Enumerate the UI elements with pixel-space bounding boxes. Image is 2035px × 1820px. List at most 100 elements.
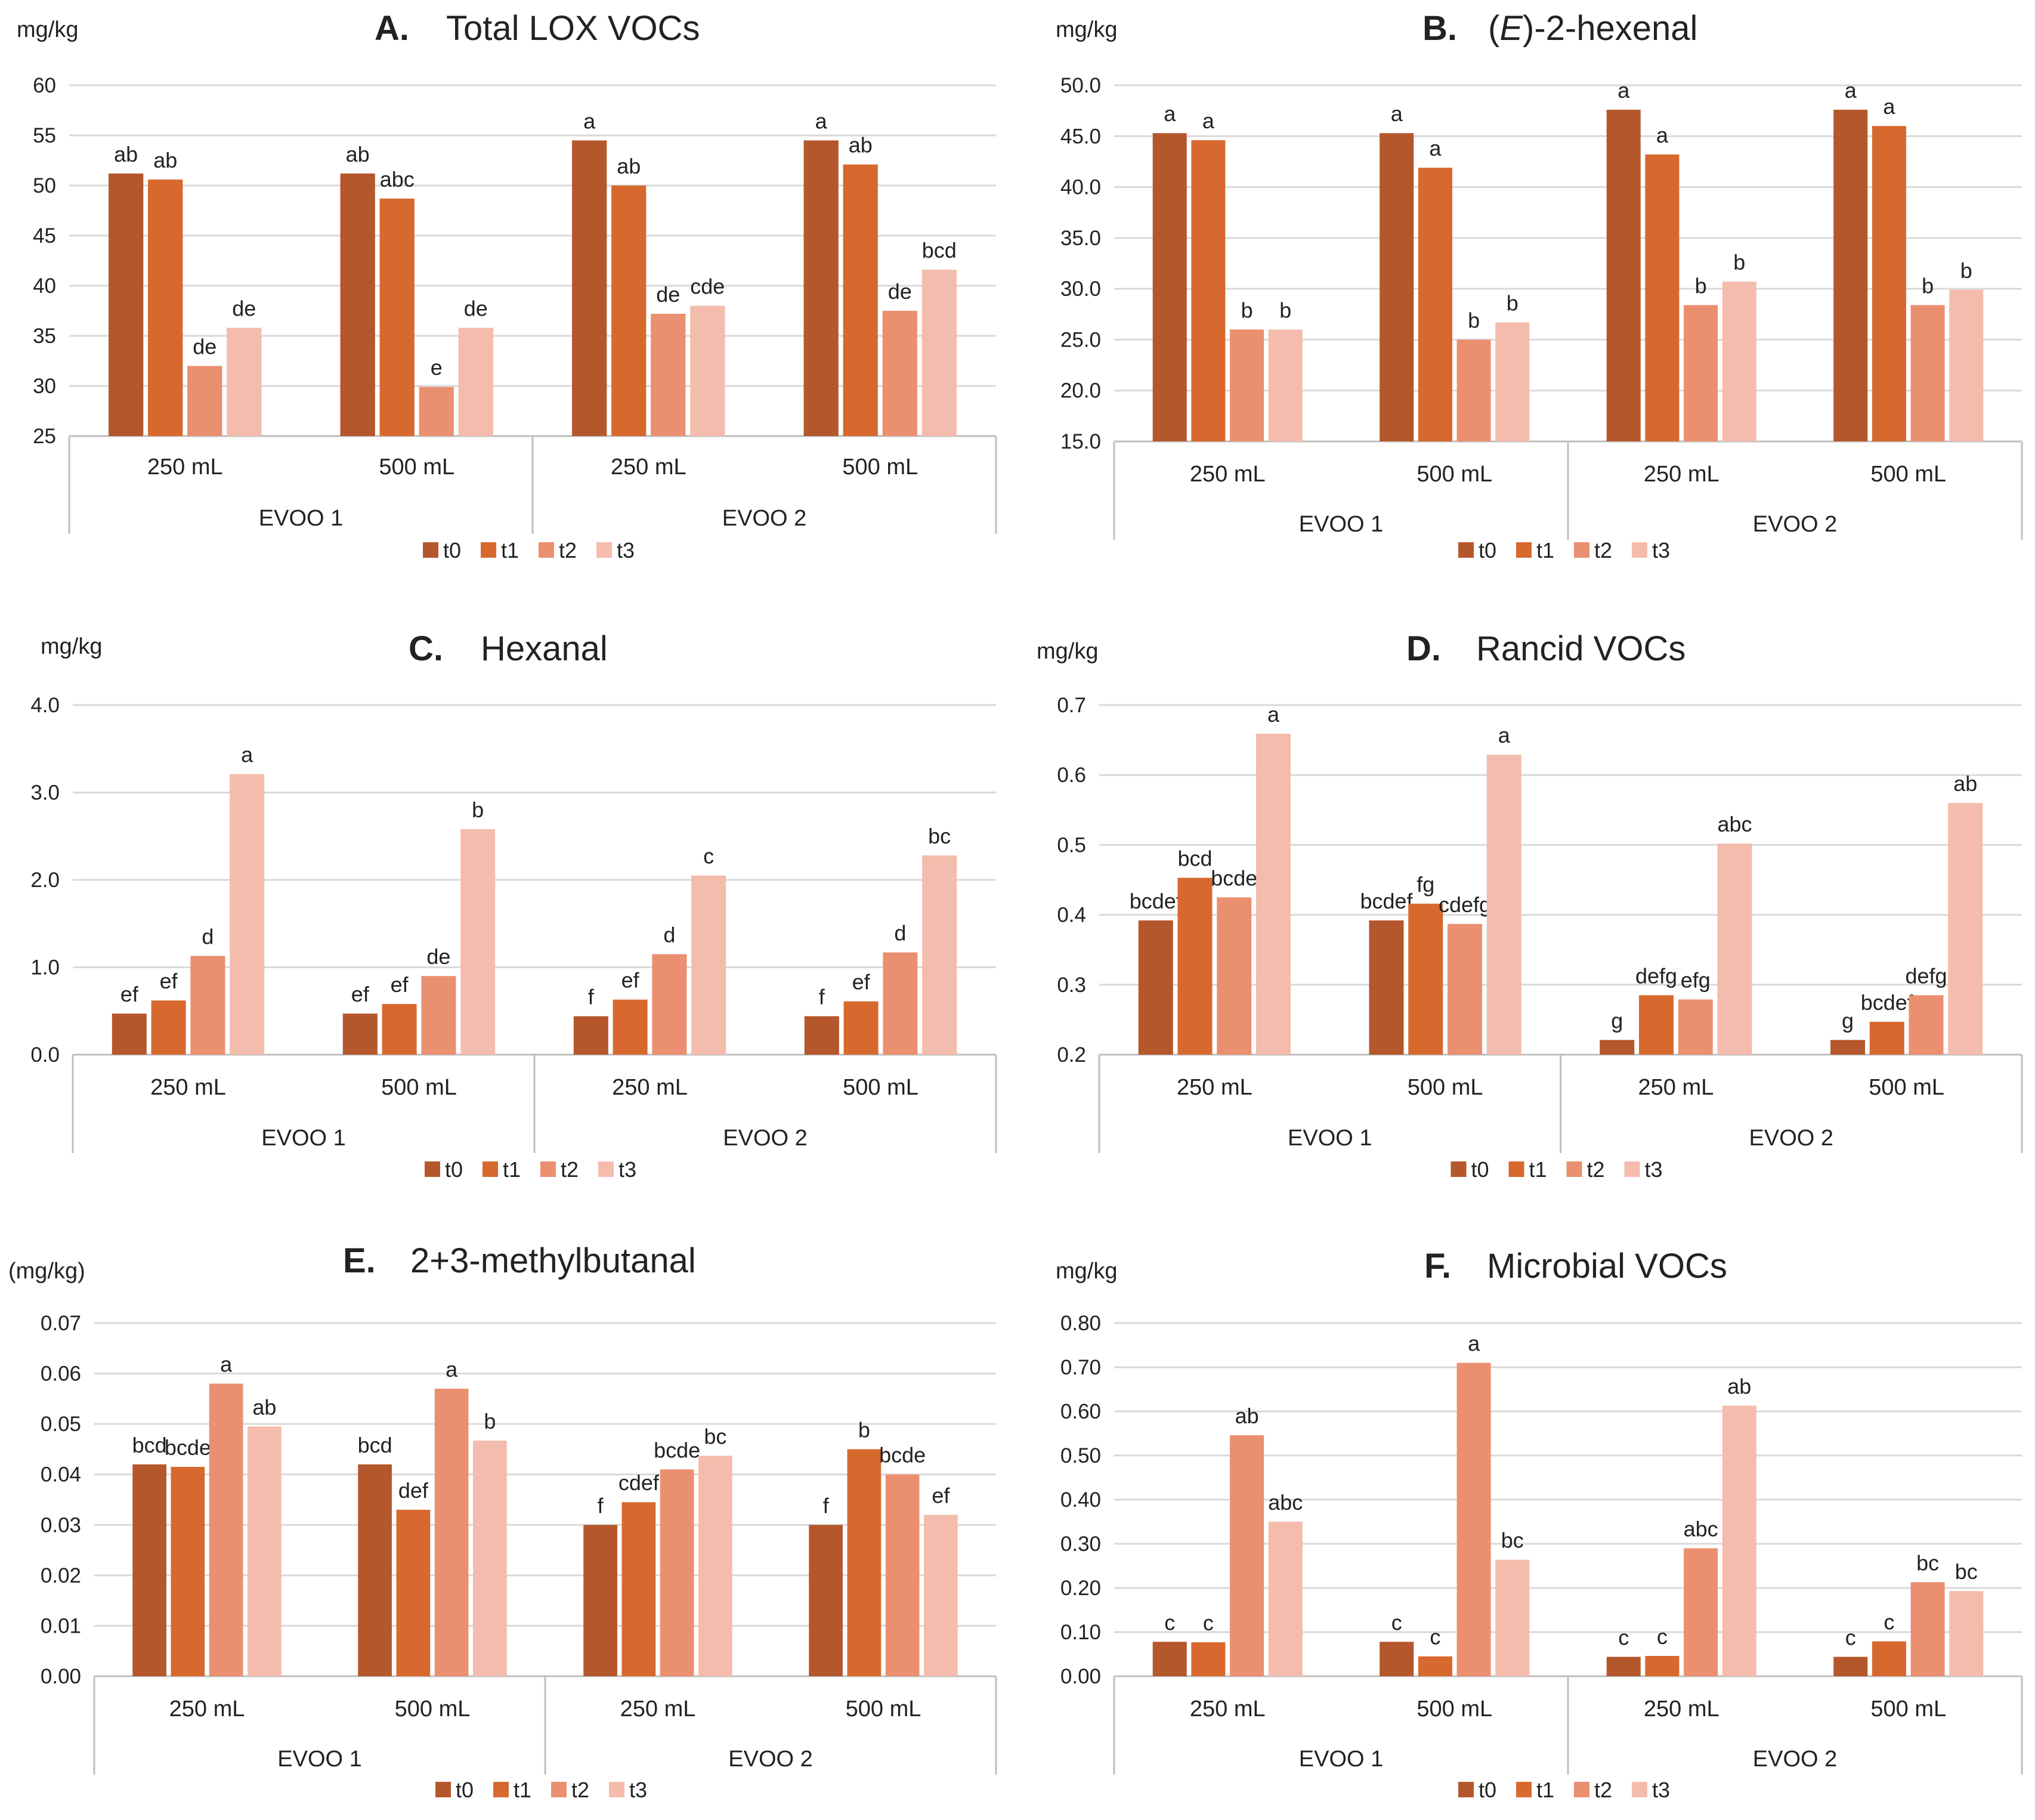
group-label: EVOO 2 — [1749, 1126, 1834, 1151]
significance-label: c — [1618, 1625, 1629, 1649]
panel-letter: F. — [1424, 1247, 1451, 1286]
legend-label-t1: t1 — [1536, 538, 1554, 563]
significance-label: abc — [1684, 1516, 1718, 1541]
significance-label: de — [888, 279, 912, 304]
bar-t3 — [1495, 1559, 1530, 1676]
bar-t2 — [651, 314, 686, 436]
bar-t2 — [1447, 923, 1483, 1055]
y-tick-label: 45.0 — [1060, 125, 1101, 148]
significance-label: b — [1960, 258, 1972, 283]
title-part: E — [1499, 9, 1523, 48]
bar-t2 — [883, 952, 918, 1055]
legend-label-t0: t0 — [1479, 538, 1496, 563]
legend-swatch-t0 — [1458, 1782, 1474, 1797]
significance-label: a — [1618, 78, 1630, 103]
bar-t2 — [882, 311, 917, 436]
legend-label-t1: t1 — [501, 538, 519, 563]
significance-label: bc — [704, 1424, 726, 1448]
chart-title: Microbial VOCs — [1487, 1247, 1727, 1286]
y-tick-label: 0.07 — [41, 1312, 81, 1335]
y-tick-label: 0.0 — [30, 1043, 60, 1067]
significance-label: bc — [928, 824, 951, 848]
significance-label: bcde — [654, 1438, 700, 1462]
bar-t1 — [382, 1004, 417, 1055]
y-tick-label: 0.04 — [41, 1463, 81, 1487]
y-tick-label: 0.5 — [1057, 833, 1086, 857]
bar-t0 — [1600, 1040, 1635, 1055]
y-tick-label: 2.0 — [30, 869, 60, 892]
y-axis-unit: mg/kg — [1056, 1259, 1117, 1284]
bar-t2 — [1230, 329, 1264, 441]
y-tick-label: 0.4 — [1057, 904, 1086, 927]
legend-label-t3: t3 — [1652, 1778, 1670, 1802]
bar-t3 — [248, 1426, 282, 1676]
y-tick-label: 20.0 — [1060, 379, 1101, 403]
significance-label: abc — [1717, 812, 1752, 836]
bar-t3 — [1717, 843, 1752, 1055]
significance-label: a — [583, 109, 596, 133]
y-tick-label: 60 — [33, 74, 56, 97]
category-label: 500 mL — [842, 455, 918, 480]
bar-t2 — [419, 387, 454, 436]
bar-t0 — [1369, 920, 1404, 1055]
significance-label: ef — [932, 1483, 950, 1507]
significance-label: de — [193, 334, 217, 359]
group-label: EVOO 1 — [1299, 1747, 1384, 1772]
legend-label-t1: t1 — [1536, 1778, 1554, 1802]
category-label: 500 mL — [1869, 1075, 1944, 1100]
y-tick-label: 0.80 — [1060, 1312, 1101, 1335]
significance-label: ef — [852, 970, 871, 994]
chart-panel-b: 15.0 20.0 25.0 30.0 35.0 40.0 45.0 50.0 a a a a a a a a… — [1056, 9, 2023, 563]
bar-t3 — [1268, 1522, 1303, 1676]
bar-t3 — [1949, 1591, 1984, 1676]
y-tick-label: 50.0 — [1060, 74, 1101, 97]
bar-t0 — [1606, 1657, 1641, 1676]
bar-t1 — [151, 1000, 186, 1055]
panel-letter: C. — [409, 629, 443, 668]
category-label: 500 mL — [1408, 1075, 1483, 1100]
significance-label: c — [703, 844, 714, 869]
y-tick-label: 0.60 — [1060, 1400, 1101, 1423]
legend-label-t2: t2 — [1594, 1778, 1612, 1802]
significance-label: b — [1695, 273, 1707, 298]
significance-label: c — [1203, 1611, 1214, 1635]
legend-label-t2: t2 — [1594, 538, 1612, 563]
significance-label: b — [1468, 308, 1480, 332]
legend-label-t3: t3 — [1652, 538, 1670, 563]
y-tick-label: 0.06 — [41, 1362, 81, 1386]
bar-t3 — [691, 875, 726, 1055]
legend-label-t0: t0 — [1471, 1157, 1489, 1182]
significance-label: d — [663, 923, 675, 947]
bar-t2 — [1678, 999, 1713, 1055]
legend-swatch-t1 — [1516, 1782, 1532, 1797]
legend-swatch-t1 — [481, 542, 496, 558]
bar-t0 — [1380, 1642, 1414, 1676]
category-label: 250 mL — [1644, 1697, 1719, 1722]
y-axis-unit: mg/kg — [41, 634, 102, 659]
significance-label: a — [1498, 723, 1511, 747]
bar-t3 — [690, 305, 725, 436]
legend-swatch-t2 — [539, 542, 554, 558]
y-tick-label: 0.01 — [41, 1614, 81, 1637]
chart-title: Rancid VOCs — [1476, 629, 1685, 668]
bar-t1 — [1418, 1656, 1452, 1676]
legend-label-t3: t3 — [1645, 1157, 1663, 1182]
bar-t0 — [1833, 109, 1868, 442]
bar-t0 — [1606, 109, 1641, 442]
legend-swatch-t0 — [435, 1782, 451, 1797]
category-label: 500 mL — [843, 1075, 918, 1100]
significance-label: cdefg — [1439, 892, 1491, 917]
bar-t1 — [1408, 903, 1443, 1055]
significance-label: cdef — [618, 1470, 660, 1495]
group-label: EVOO 1 — [1299, 512, 1384, 537]
chart-title: Hexanal — [481, 629, 608, 668]
bar-t2 — [434, 1388, 469, 1676]
legend-swatch-t0 — [423, 542, 438, 558]
category-label: 500 mL — [395, 1697, 471, 1722]
y-tick-label: 0.3 — [1057, 974, 1086, 997]
y-tick-label: 30 — [33, 375, 56, 398]
bar-t1 — [843, 164, 878, 436]
significance-label: bcd — [358, 1433, 392, 1457]
significance-label: g — [1842, 1008, 1854, 1033]
legend-label-t3: t3 — [618, 1157, 636, 1182]
